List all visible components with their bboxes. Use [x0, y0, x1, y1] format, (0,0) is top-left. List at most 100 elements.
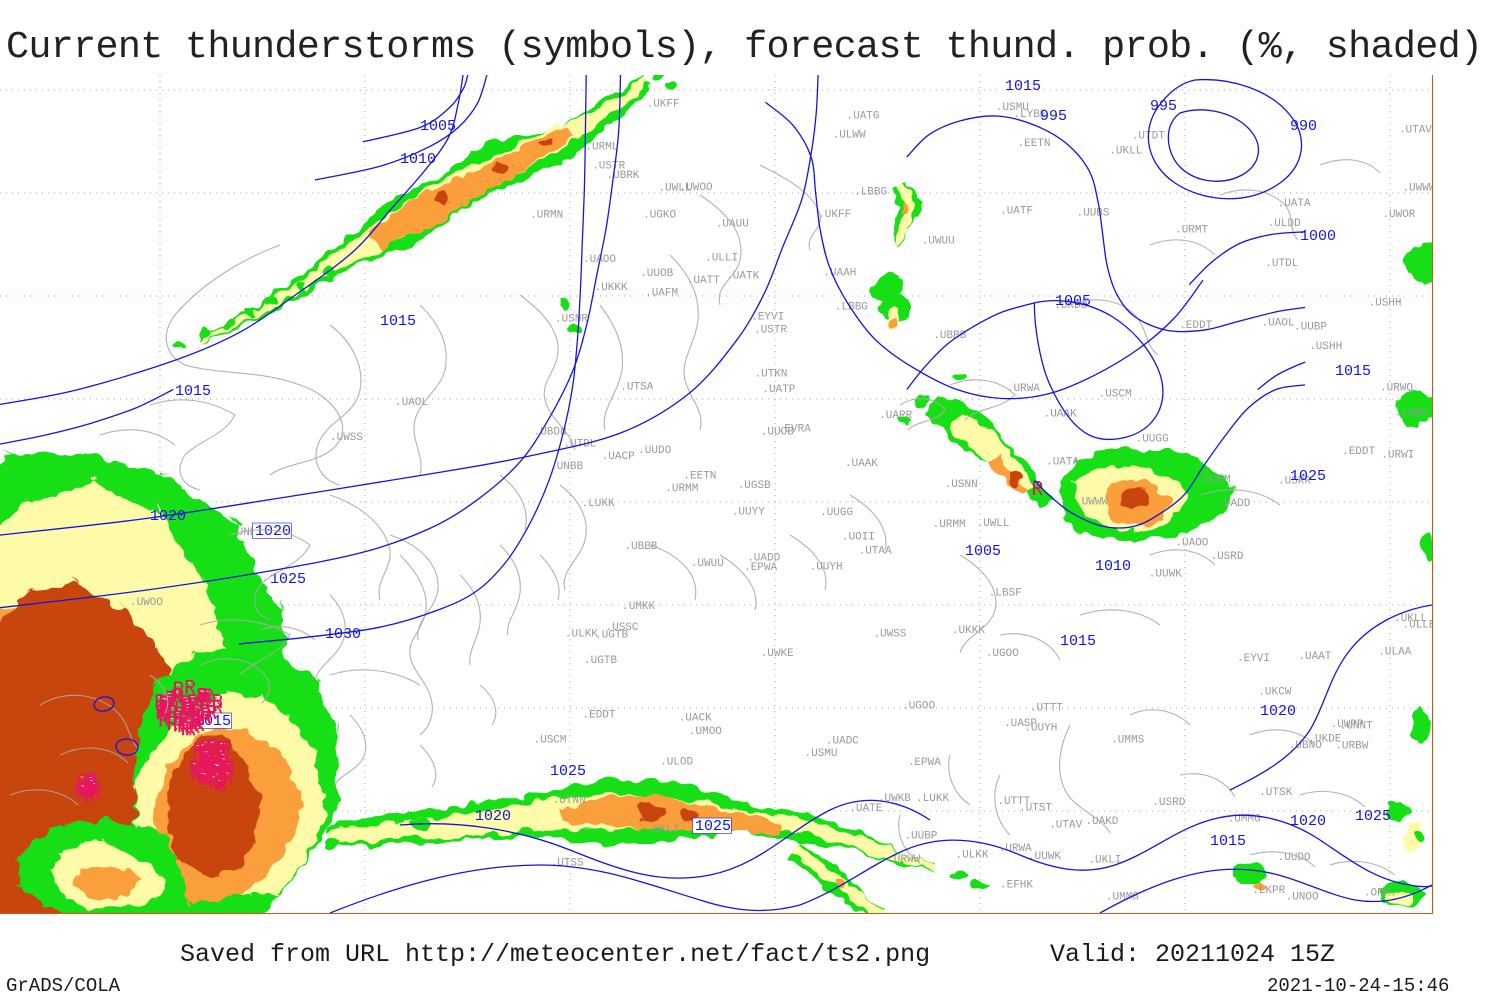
svg-text:.ULDD: .ULDD [1268, 218, 1301, 230]
svg-text:.LKPR: .LKPR [1252, 885, 1285, 897]
svg-text:.UUYH: .UUYH [1024, 722, 1057, 734]
svg-text:1010: 1010 [1095, 558, 1131, 575]
svg-text:.UKLI: .UKLI [647, 824, 680, 836]
svg-text:.UATG: .UATG [847, 111, 880, 123]
svg-text:.UWSS: .UWSS [330, 432, 363, 444]
svg-text:.UWOR: .UWOR [1382, 209, 1415, 221]
svg-text:.EFHK: .EFHK [1000, 880, 1033, 892]
svg-text:1020: 1020 [150, 508, 186, 525]
svg-text:.UTSK: .UTSK [1259, 787, 1292, 799]
svg-text:1000: 1000 [1300, 228, 1336, 245]
svg-text:.USCM: .USCM [1099, 389, 1132, 401]
svg-text:1015: 1015 [1335, 363, 1371, 380]
svg-text:.LBBG: .LBBG [835, 302, 868, 314]
svg-text:.UATA: .UATA [1046, 457, 1079, 469]
svg-text:1010: 1010 [400, 151, 436, 168]
svg-text:.URBW: .URBW [1335, 740, 1368, 752]
svg-text:.UWKE: .UWKE [761, 648, 794, 660]
svg-text:1025: 1025 [550, 763, 586, 780]
svg-text:.LUKK: .LUKK [582, 498, 615, 510]
svg-text:.UTSA: .UTSA [620, 382, 653, 394]
svg-text:.UKLL: .UKLL [1109, 146, 1142, 158]
svg-text:.UKCW: .UKCW [1258, 686, 1291, 698]
svg-text:.UKFF: .UKFF [818, 209, 851, 221]
svg-text:.URML: .URML [585, 142, 618, 154]
svg-text:.UTNN: .UTNN [553, 795, 586, 807]
svg-text:1015: 1015 [1005, 78, 1041, 95]
svg-text:.UUBP: .UUBP [1294, 322, 1327, 334]
svg-text:.UTTT: .UTTT [1030, 703, 1063, 715]
svg-text:1015: 1015 [175, 383, 211, 400]
svg-text:.UTST: .UTST [1019, 803, 1052, 815]
svg-text:.UTDL: .UTDL [1265, 258, 1298, 270]
svg-text:.UAOO: .UAOO [1175, 538, 1208, 550]
svg-text:.UTAA: .UTAA [859, 546, 892, 558]
svg-text:.UACP: .UACP [602, 451, 635, 463]
svg-text:1020: 1020 [1260, 703, 1296, 720]
svg-text:.UTAV: .UTAV [1399, 125, 1432, 137]
svg-text:995: 995 [1040, 108, 1067, 125]
svg-text:.ULOD: .ULOD [660, 757, 693, 769]
svg-text:.UAFM: .UAFM [645, 288, 678, 300]
svg-text:.UUDO: .UUDO [1278, 852, 1311, 864]
svg-text:.USCM: .USCM [534, 734, 567, 746]
svg-text:.USRD: .USRD [1152, 797, 1185, 809]
svg-text:.UADD: .UADD [1217, 498, 1250, 510]
svg-text:.UBBB: .UBBB [933, 330, 966, 342]
svg-text:.UUYY: .UUYY [732, 506, 765, 518]
svg-text:.UGOO: .UGOO [986, 648, 1019, 660]
svg-text:1020: 1020 [1290, 813, 1326, 830]
svg-text:.UGSB: .UGSB [738, 480, 771, 492]
svg-text:.USMU: .USMU [805, 748, 838, 760]
svg-text:.LUKK: .LUKK [916, 793, 949, 805]
svg-text:1025: 1025 [695, 818, 731, 835]
svg-text:.UNNT: .UNNT [1340, 721, 1373, 733]
svg-text:.EYVI: .EYVI [1237, 653, 1270, 665]
svg-text:.EDDT: .EDDT [583, 709, 616, 721]
svg-text:.UBBB: .UBBB [624, 541, 657, 553]
svg-text:.UKKK: .UKKK [952, 625, 985, 637]
svg-text:1020: 1020 [475, 808, 511, 825]
svg-text:.EDDT: .EDDT [1342, 446, 1375, 458]
svg-text:1020: 1020 [255, 523, 291, 540]
svg-text:.UKKK: .UKKK [595, 282, 628, 294]
svg-text:.EPWA: .EPWA [744, 562, 777, 574]
svg-text:.UUWK: .UUWK [1028, 851, 1061, 863]
svg-text:.ORK.: .ORK. [1364, 887, 1397, 899]
svg-text:.UNOO: .UNOO [1286, 891, 1319, 903]
svg-text:.UUGG: .UUGG [820, 507, 853, 519]
svg-text:.URWI: .URWI [1381, 449, 1414, 461]
svg-text:.UKFF: .UKFF [647, 99, 680, 111]
svg-text:.UWLL: .UWLL [977, 518, 1010, 530]
svg-text:.EYVI: .EYVI [751, 311, 784, 323]
svg-text:.UGTB: .UGTB [584, 655, 617, 667]
svg-text:.UADC: .UADC [826, 736, 859, 748]
svg-text:.UATP: .UATP [762, 384, 795, 396]
svg-text:.EETN: .EETN [683, 471, 716, 483]
svg-text:.UATF: .UATF [1000, 206, 1033, 218]
svg-text:.UAAT: .UAAT [1298, 651, 1331, 663]
svg-text:.UMKK: .UMKK [622, 601, 655, 613]
svg-text:.UUOB: .UUOB [640, 268, 673, 280]
svg-text:.URMN: .URMN [530, 210, 563, 222]
svg-text:.URMM: .URMM [665, 483, 698, 495]
svg-text:.USRD: .USRD [1211, 551, 1244, 563]
svg-text:.UOII: .UOII [842, 531, 875, 543]
svg-text:.UAKD: .UAKD [1085, 816, 1118, 828]
svg-text:.EETN: .EETN [1018, 138, 1051, 150]
svg-text:.UARR: .UARR [879, 410, 912, 422]
svg-text:.UMOO: .UMOO [689, 726, 722, 738]
svg-text:.LBBG: .LBBG [854, 187, 887, 199]
svg-text:.ULAA: .ULAA [1378, 646, 1411, 658]
svg-text:.USNR: .USNR [555, 313, 588, 325]
svg-text:.USHH: .USHH [1369, 297, 1402, 309]
svg-text:.UUBS: .UUBS [1077, 207, 1110, 219]
svg-text:.USNN: .USNN [945, 479, 978, 491]
svg-text:.UUOB: .UUOB [761, 426, 794, 438]
svg-text:.UTAV: .UTAV [1049, 820, 1082, 832]
svg-text:.UAAK: .UAAK [1044, 408, 1077, 420]
svg-text:.EPWA: .EPWA [908, 757, 941, 769]
svg-text:.ULLI: .ULLI [705, 253, 738, 265]
svg-text:.UWUU: .UWUU [922, 235, 955, 247]
svg-text:.UUDO: .UUDO [638, 445, 671, 457]
